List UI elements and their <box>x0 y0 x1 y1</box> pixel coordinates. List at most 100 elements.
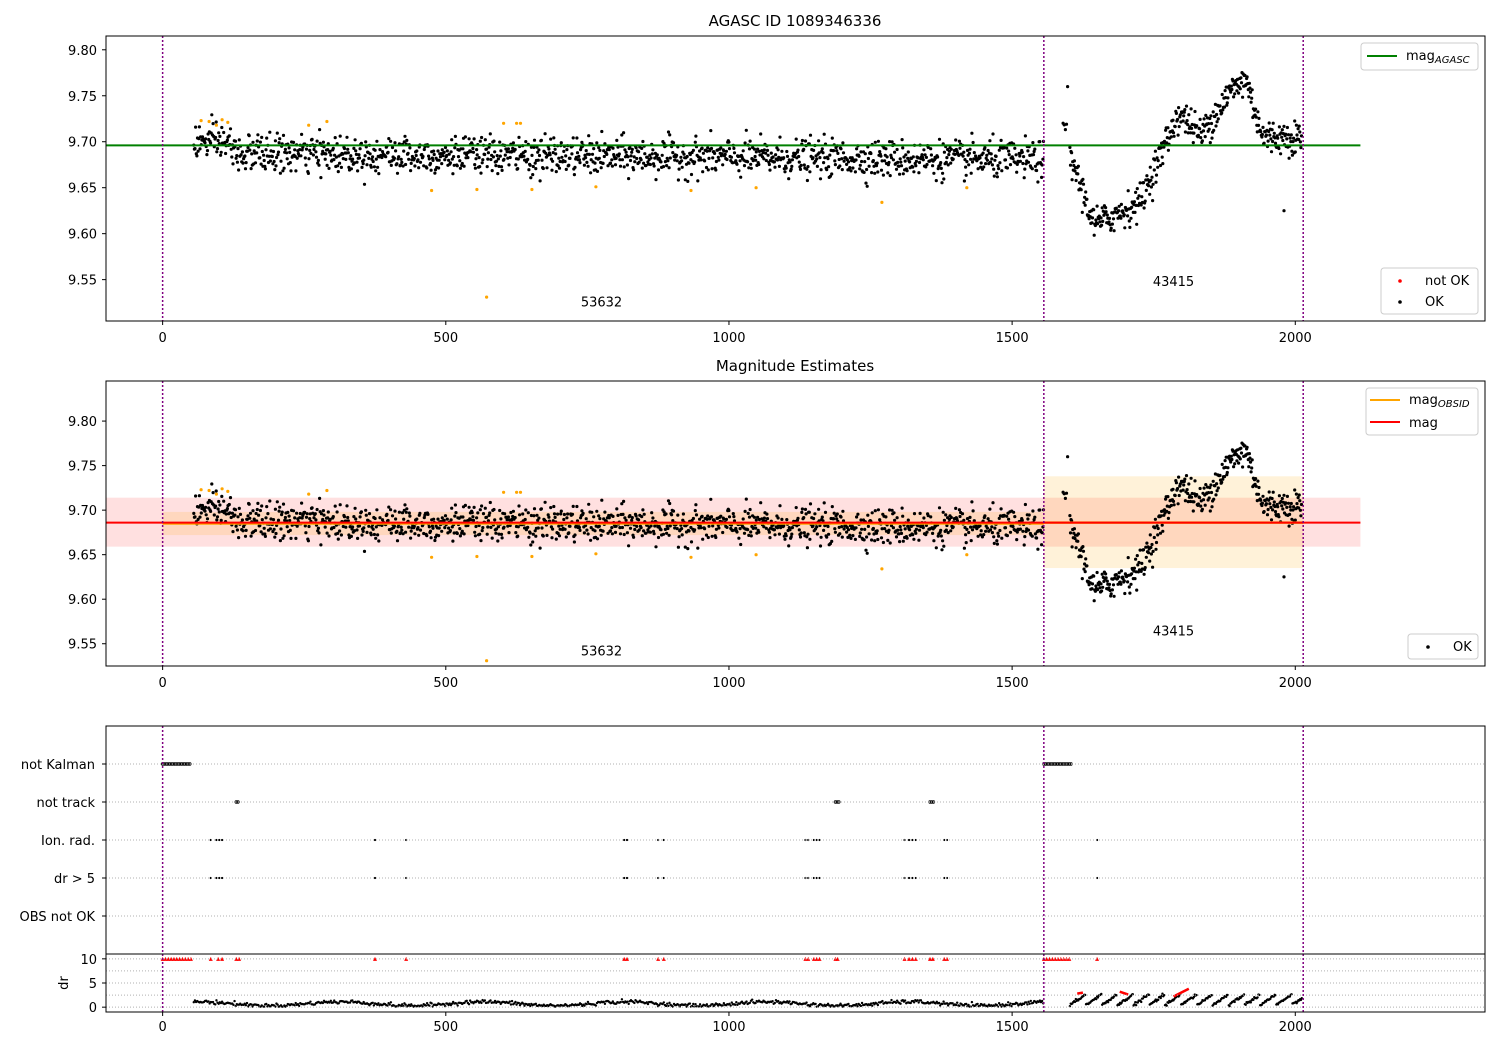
ok-point <box>303 524 307 528</box>
ok-point <box>1204 483 1208 487</box>
ok-point <box>1092 208 1096 212</box>
ok-point <box>443 514 448 518</box>
ok-point <box>1155 524 1159 528</box>
ok-point <box>485 147 489 151</box>
dr-clipped-marker <box>814 956 819 961</box>
ok-point <box>1073 169 1077 173</box>
ok-point <box>245 149 249 153</box>
ok-point <box>556 512 560 516</box>
ok-point <box>886 171 890 175</box>
ok-point <box>671 519 675 523</box>
ok-point <box>639 526 643 530</box>
ok-point <box>1153 158 1157 162</box>
dr-point <box>666 1002 669 1005</box>
dr-clipped-marker <box>180 956 185 961</box>
legend-not-ok-label: not OK <box>1425 274 1470 289</box>
y-tick-label: 9.80 <box>68 415 97 430</box>
ok-point <box>505 150 509 154</box>
ok-point <box>523 517 527 522</box>
ok-point <box>598 148 602 152</box>
ok-point <box>1298 130 1302 134</box>
ok-point <box>357 153 361 157</box>
ok-point <box>722 517 726 521</box>
ok-point <box>532 138 537 142</box>
ok-point <box>276 150 281 154</box>
ok-point <box>921 155 925 159</box>
x-tick-label: 500 <box>433 676 458 691</box>
ok-point <box>655 153 659 157</box>
ok-point <box>958 514 962 519</box>
ok-point <box>442 150 446 154</box>
legend-frame <box>1380 267 1479 315</box>
ok-point <box>811 156 815 160</box>
ok-point <box>762 516 767 520</box>
ok-point <box>1186 131 1190 135</box>
ok-point <box>1105 213 1109 217</box>
ok-point <box>425 534 429 538</box>
ok-point <box>271 149 276 154</box>
ok-point <box>564 154 568 158</box>
ok-point <box>743 141 747 145</box>
ok-point <box>529 543 533 547</box>
ok-point <box>812 148 816 152</box>
ok-point <box>255 151 259 155</box>
dr-point <box>372 1004 376 1007</box>
ok-point <box>1264 133 1268 137</box>
ok-point <box>1111 583 1116 587</box>
ok-point <box>516 157 520 161</box>
outlier-point <box>530 554 534 559</box>
dr-point <box>951 1002 954 1005</box>
ok-point <box>1083 570 1087 574</box>
ok-point <box>332 525 336 530</box>
dr-panel-data <box>160 956 1303 1008</box>
ok-point <box>993 158 997 162</box>
ok-point <box>1064 491 1069 495</box>
ok-point <box>1202 117 1206 121</box>
ok-point <box>461 515 465 519</box>
ok-point <box>652 164 656 168</box>
ok-point <box>345 135 349 139</box>
x-tick-label: 1000 <box>712 676 745 691</box>
ok-point <box>898 525 902 529</box>
ok-point <box>804 512 808 516</box>
y-tick-label: 9.60 <box>68 593 97 608</box>
ok-point <box>1100 206 1104 210</box>
ok-point <box>1101 219 1105 223</box>
ok-point <box>319 512 324 516</box>
ok-point <box>422 531 426 536</box>
dr-point <box>276 1003 279 1006</box>
dr-point <box>899 1002 902 1005</box>
ok-point <box>564 167 568 171</box>
ok-point <box>1212 497 1216 501</box>
ok-point <box>620 158 625 162</box>
outlier-point <box>220 118 224 122</box>
ok-point <box>581 511 585 515</box>
ok-point <box>303 156 307 160</box>
ok-point <box>377 172 381 176</box>
flag-point <box>930 800 934 804</box>
ok-point <box>557 524 561 528</box>
ok-point <box>593 529 597 533</box>
ok-point <box>865 184 869 188</box>
ok-point <box>554 537 558 541</box>
ok-point <box>871 526 876 531</box>
ok-point <box>472 137 476 141</box>
ok-point <box>458 527 462 531</box>
ok-point <box>622 165 626 169</box>
ok-point <box>551 527 555 531</box>
ok-point <box>1256 123 1261 127</box>
ok-point <box>954 138 958 142</box>
ok-point <box>570 152 574 156</box>
dr-point <box>684 1003 687 1006</box>
ok-point <box>562 517 566 522</box>
ok-point <box>496 172 500 176</box>
ok-point <box>984 529 988 533</box>
dr-clipped-marker <box>208 956 213 961</box>
ok-point <box>858 163 862 167</box>
ok-point <box>1007 149 1011 153</box>
ok-point <box>997 167 1001 171</box>
ok-point <box>316 526 320 530</box>
ok-point <box>371 159 375 164</box>
ok-point <box>632 535 636 539</box>
ok-point <box>447 152 451 156</box>
